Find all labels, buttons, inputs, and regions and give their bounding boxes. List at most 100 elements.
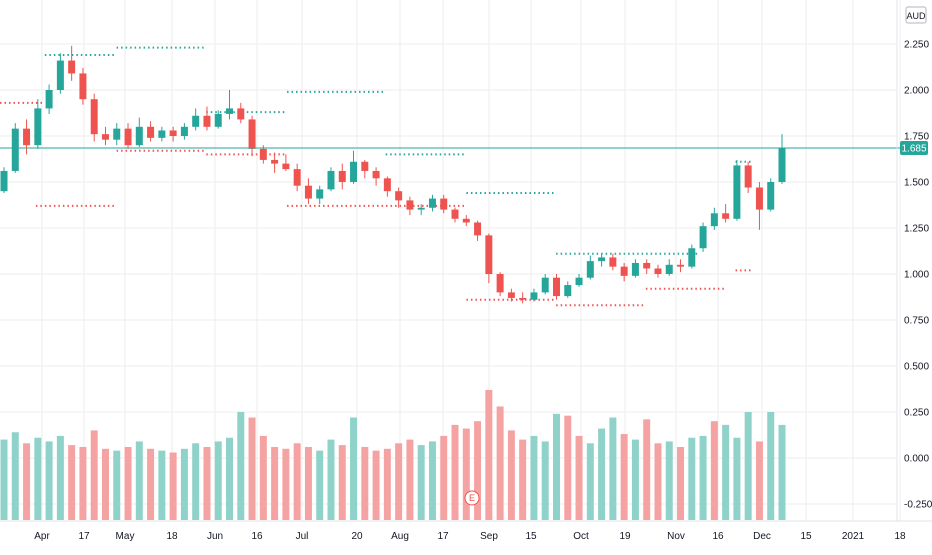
volume-bar [0,439,8,520]
volume-bar [395,443,403,520]
candle-body [395,191,403,201]
y-tick-label: 2.000 [904,86,929,97]
grid [0,0,901,521]
volume-bar [710,421,718,520]
volume-bar [688,437,696,520]
x-tick-label: 15 [800,531,812,542]
volume-bar [507,430,515,520]
x-tick-label: 20 [351,531,363,542]
candle-body [631,262,639,276]
volume-bar [440,435,448,520]
volume-bar [609,417,617,520]
volume-bar [755,441,763,520]
candle-body [530,292,538,300]
candle-body [11,128,19,171]
current-price-label: 1.685 [901,143,926,154]
candle-body [767,182,775,210]
volume-bar [45,441,53,520]
y-tick-label: 1.750 [904,132,929,143]
volume-bar [34,437,42,520]
earnings-label: E [469,493,475,503]
volume-bar [113,450,121,520]
volume-bar [259,435,267,520]
volume-bar [519,439,527,520]
candle-body [485,235,493,274]
candle-body [304,185,312,199]
candle-body [620,266,628,276]
volume-bar [282,448,290,520]
support-resistance-levels [0,46,754,307]
x-tick-label: May [116,531,135,542]
volume-bar [778,424,786,520]
volume-bar [665,441,673,520]
volume-bar [147,448,155,520]
volume-bar [214,441,222,520]
candle-body [338,170,346,182]
candle-body [316,189,324,199]
x-tick-label: 18 [166,531,178,542]
volume-bar [586,443,594,520]
volume-bar [350,417,358,520]
volume-bar [699,435,707,520]
candle-body [575,277,583,286]
volume-bar [485,389,493,520]
volume-bar [23,443,31,520]
x-tick-label: 17 [78,531,90,542]
volume-bar [474,421,482,520]
candle-body [124,128,132,146]
candle-body [451,209,459,219]
candle-body [586,261,594,278]
earnings-icon[interactable] [464,490,480,506]
y-tick-label: 1.500 [904,178,929,189]
x-tick-label: 18 [894,531,906,542]
x-tick-label: Jul [296,531,309,542]
candle-body [45,90,53,109]
candle-body [496,274,504,293]
candle-body [677,264,685,267]
y-tick-label: 1.000 [904,270,929,281]
candle-body [0,170,8,192]
volume-bar [68,445,76,520]
time-axis[interactable]: Apr 17 May 18 Jun 16 Jul 20 Aug 17 Sep 15 Oct 19 Nov 16… [0,520,932,542]
candle-body [237,108,245,120]
candle-body [440,198,448,210]
candle-body [203,115,211,127]
volume-bar [11,432,19,520]
volume-bar [338,445,346,520]
candle-body [755,187,763,210]
candle-body [462,218,470,223]
candle-body [699,226,707,249]
currency-badge[interactable]: AUD [905,6,927,24]
candle-body [778,147,786,182]
candle-body [552,277,560,297]
volume-bar [598,428,606,520]
candle-body [609,257,617,267]
volume-bar [383,448,391,520]
volume-bar [237,412,245,520]
y-tick-label: -0.250 [904,500,932,511]
volume-bar [79,446,87,520]
volume-bar [417,445,425,520]
x-tick-label: 19 [619,531,631,542]
volume-bar [316,450,324,520]
y-tick-label: 0.250 [904,408,929,419]
y-tick-label: 0.750 [904,316,929,327]
candle-body [519,297,527,300]
candle-body [90,99,98,135]
candle-body [169,130,177,136]
x-tick-label: 17 [437,531,449,542]
candle-body [147,126,155,138]
candle-body [282,163,290,170]
volume-bar [406,439,414,520]
candle-body [56,60,64,90]
volume-bar [158,450,166,520]
price-axis[interactable]: 2.250 2.000 1.750 1.500 1.250 1.000 0.750 0.500… [896,0,932,521]
y-tick-label: 2.250 [904,40,929,51]
volume-bar [304,446,312,520]
volume-bar [620,434,628,520]
earnings-marker[interactable]: E [464,490,480,506]
volume-bar [677,446,685,520]
candle-body [417,207,425,210]
